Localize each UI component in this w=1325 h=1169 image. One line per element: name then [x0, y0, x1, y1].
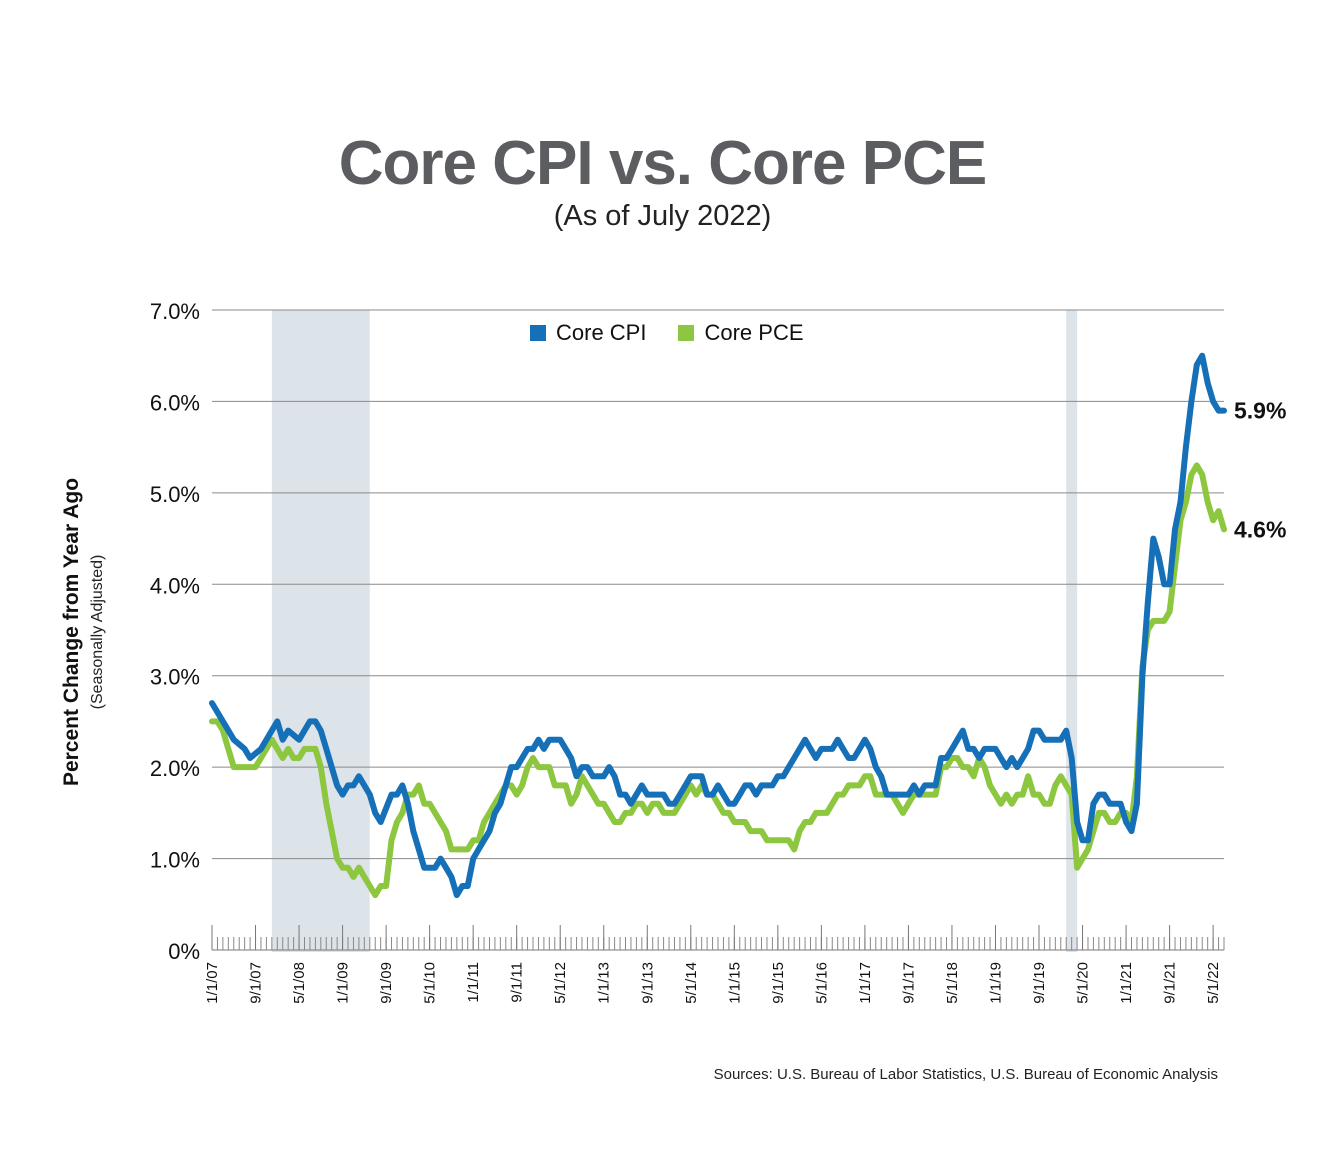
x-tick-label: 9/1/11: [509, 962, 526, 1003]
x-tick-label: 1/1/09: [335, 962, 352, 1004]
chart-subtitle: (As of July 2022): [553, 200, 772, 232]
chart-title: Core CPI vs. Core PCE: [338, 129, 987, 198]
x-tick-label: 9/1/07: [248, 962, 265, 1004]
x-tick-label: 5/1/20: [1075, 962, 1092, 1004]
x-tick-label: 5/1/16: [813, 962, 830, 1004]
legend-item-core-cpi: Core CPI: [530, 320, 646, 346]
x-tick-label: 9/1/09: [378, 962, 395, 1004]
x-tick-label: 9/1/21: [1162, 962, 1179, 1004]
source-note: Sources: U.S. Bureau of Labor Statistics…: [713, 1066, 1218, 1083]
x-tick-label: 1/1/15: [726, 962, 743, 1004]
x-tick-label: 1/1/11: [465, 962, 482, 1003]
x-tick-label: 1/1/13: [596, 962, 613, 1004]
x-tick-label: 5/1/14: [683, 962, 700, 1004]
x-tick-label: 5/1/18: [944, 962, 961, 1004]
y-tick-label: 1.0%: [150, 848, 200, 873]
x-tick-label: 5/1/10: [422, 962, 439, 1004]
x-tick-label: 9/1/19: [1031, 962, 1048, 1004]
x-tick-label: 5/1/22: [1205, 962, 1222, 1004]
y-tick-label: 3.0%: [150, 665, 200, 690]
y-tick-label: 5.0%: [150, 482, 200, 507]
legend-swatch-core-cpi: [530, 325, 546, 341]
end-label-core-pce: 4.6%: [1234, 516, 1286, 542]
x-tick-label: 1/1/07: [204, 962, 221, 1004]
y-tick-label: 7.0%: [150, 299, 200, 324]
x-tick-label: 5/1/12: [552, 962, 569, 1004]
end-label-core-cpi: 5.9%: [1234, 398, 1286, 424]
y-tick-label: 2.0%: [150, 756, 200, 781]
series-line-core-cpi: [209, 352, 1227, 899]
legend: Core CPI Core PCE: [530, 320, 804, 346]
legend-item-core-pce: Core PCE: [678, 320, 804, 346]
y-tick-label: 6.0%: [150, 390, 200, 415]
x-tick-label: 9/1/13: [639, 962, 656, 1004]
x-tick-label: 1/1/21: [1118, 962, 1135, 1004]
x-tick-label: 9/1/15: [770, 962, 787, 1004]
x-tick-label: 1/1/17: [857, 962, 874, 1004]
x-tick-label: 9/1/17: [900, 962, 917, 1004]
y-tick-label: 0%: [168, 939, 200, 964]
legend-swatch-core-pce: [678, 325, 695, 341]
series-line-core-pce: [209, 462, 1227, 899]
recession-band: [271, 310, 370, 952]
x-tick-label: 1/1/19: [987, 962, 1004, 1004]
recession-band: [1066, 310, 1078, 952]
x-tick-label: 5/1/08: [291, 962, 308, 1004]
y-tick-label: 4.0%: [150, 573, 200, 598]
legend-label-core-pce: Core PCE: [704, 320, 804, 345]
legend-label-core-cpi: Core CPI: [556, 320, 647, 345]
